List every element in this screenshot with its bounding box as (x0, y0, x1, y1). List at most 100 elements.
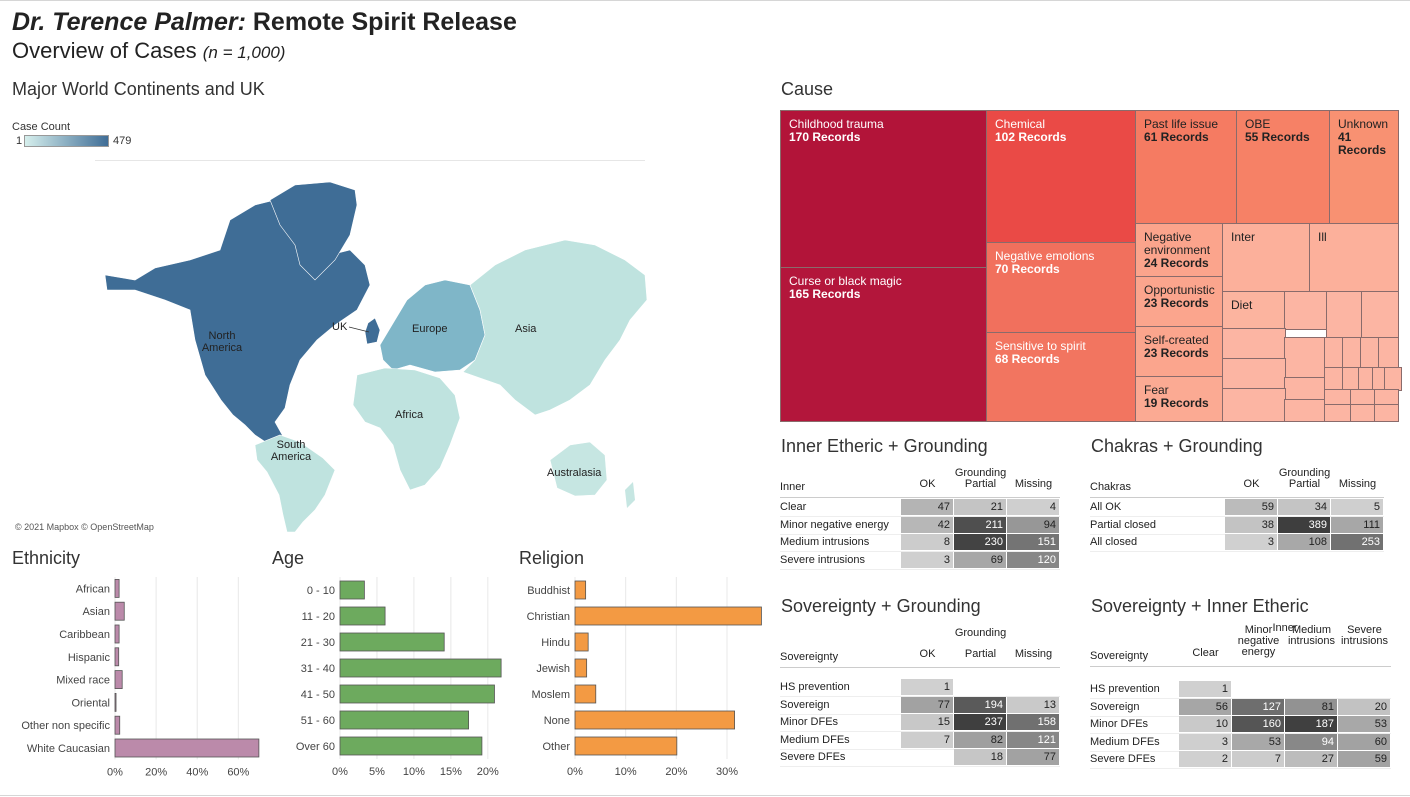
treemap-cell[interactable]: Unknown 41 Records (1329, 110, 1399, 225)
row-rule (1090, 768, 1391, 770)
column-header: Medium intrusions (1287, 624, 1336, 647)
treemap-cell[interactable]: Negative emotions 70 Records (986, 242, 1137, 334)
continent-australasia (549, 441, 608, 497)
treemap-cell[interactable] (1374, 389, 1399, 406)
table-cell: 111 (1331, 516, 1384, 534)
header-rule (1090, 497, 1384, 498)
bar (114, 624, 120, 644)
category-label: White Caucasian (27, 743, 110, 755)
treemap-cell[interactable]: Self-created 23 Records (1135, 326, 1224, 378)
treemap-cell[interactable]: Past life issue 61 Records (1135, 110, 1238, 225)
column-group-header: Grounding (1278, 467, 1331, 479)
religion-title: Religion (519, 548, 585, 568)
treemap-cell[interactable] (1284, 377, 1326, 401)
x-tick-label: 5% (369, 766, 385, 778)
table-cell: 253 (1331, 534, 1384, 552)
column-header: Partial (964, 648, 997, 660)
continent-greenland (269, 181, 358, 281)
treemap-cell[interactable] (1350, 404, 1376, 422)
x-tick-label: 40% (186, 766, 208, 778)
table-cell: 3 (901, 551, 954, 569)
x-tick-label: 0% (332, 766, 348, 778)
treemap-cell[interactable] (1358, 367, 1376, 391)
treemap-cell[interactable]: Curse or black magic 165 Records (780, 267, 988, 422)
treemap-cell[interactable] (1360, 337, 1380, 369)
column-header: Partial (964, 478, 997, 490)
treemap-cell[interactable] (1222, 358, 1286, 390)
label-north-america-2: America (202, 342, 243, 354)
bar (574, 580, 587, 600)
treemap-cell[interactable] (1222, 388, 1286, 422)
treemap-cell[interactable] (1284, 337, 1326, 379)
cause-treemap: Childhood trauma 170 Records Curse or bla… (780, 110, 1402, 422)
treemap-cell[interactable]: OBE 55 Records (1236, 110, 1331, 225)
column-group-header: Inner (1272, 622, 1298, 634)
treemap-cell[interactable] (1324, 367, 1344, 391)
bar (114, 693, 117, 712)
x-tick-label: 20% (665, 766, 687, 778)
table-cell: 60 (1338, 733, 1391, 751)
treemap-cell[interactable]: Ill (1309, 223, 1399, 293)
label-south-america-2: America (271, 451, 312, 463)
treemap-cell[interactable] (1324, 404, 1352, 422)
row-header: Sovereignty (780, 651, 839, 663)
title-rest: Remote Spirit Release (245, 8, 517, 36)
treemap-cell[interactable] (1384, 367, 1402, 391)
table-cell: 34 (1278, 499, 1331, 516)
row-rule (780, 731, 1060, 733)
treemap-cell[interactable] (1342, 337, 1362, 369)
treemap-cell[interactable]: Diet (1222, 291, 1286, 330)
table-cell (901, 749, 954, 766)
category-label: Caribbean (59, 629, 110, 641)
treemap-cell[interactable] (1378, 337, 1399, 369)
treemap-cell[interactable] (1284, 399, 1326, 422)
treemap-cell[interactable] (1324, 389, 1352, 406)
x-tick-label: 0% (567, 766, 583, 778)
row-label: Clear (780, 501, 807, 513)
table-cell: 187 (1285, 716, 1338, 734)
treemap-cell[interactable]: Fear 19 Records (1135, 376, 1224, 422)
world-map[interactable]: North America South America UK Europe As… (95, 160, 655, 535)
row-label: HS prevention (780, 681, 850, 693)
bar (114, 601, 125, 621)
treemap-cell[interactable] (1326, 291, 1363, 339)
bar (339, 710, 470, 730)
category-label: Hindu (541, 637, 570, 649)
bar (339, 632, 445, 652)
treemap-cell[interactable] (1350, 389, 1376, 406)
table-cell: 3 (1179, 733, 1232, 751)
treemap-cell[interactable]: Chemical 102 Records (986, 110, 1137, 244)
treemap-cell[interactable] (1374, 404, 1399, 422)
table-cell (1285, 681, 1338, 698)
table-cell: 53 (1232, 733, 1285, 751)
treemap-cell[interactable] (1222, 328, 1286, 360)
treemap-cell[interactable] (1342, 367, 1360, 391)
header-rule (1090, 666, 1391, 667)
row-label: HS prevention (1090, 683, 1160, 695)
treemap-cell[interactable]: Negative environment 24 Records (1135, 223, 1224, 278)
column-header: Missing (1014, 648, 1053, 660)
column-group-header: Grounding (954, 627, 1007, 639)
row-rule (780, 568, 1060, 570)
table-cell: 82 (954, 731, 1007, 749)
legend-max: 479 (113, 135, 132, 147)
treemap-cell[interactable] (1361, 291, 1399, 339)
treemap-cell[interactable]: Opportunistic 23 Records (1135, 276, 1224, 328)
dashboard-subtitle: Overview of Cases (n = 1,000) (12, 38, 285, 64)
bar (339, 658, 502, 678)
treemap-cell[interactable] (1324, 337, 1344, 369)
treemap-cell[interactable]: Sensitive to spirit 68 Records (986, 332, 1137, 422)
inner-grounding-title: Inner Etheric + Grounding (781, 436, 988, 456)
row-rule (1090, 698, 1391, 699)
inner-grounding-table: Grounding Inner OK Partial Missing Clear 47 21 4… (780, 463, 1062, 573)
treemap-cell[interactable] (1284, 291, 1328, 330)
treemap-cell[interactable]: Inter (1222, 223, 1311, 293)
table-cell: 20 (1338, 698, 1391, 716)
table-cell: 15 (901, 714, 954, 732)
treemap-cell[interactable]: Childhood trauma 170 Records (780, 110, 988, 269)
table-cell: 230 (954, 534, 1007, 552)
table-cell: 94 (1285, 733, 1338, 751)
category-label: Over 60 (296, 741, 335, 753)
label-australasia: Australasia (547, 467, 602, 479)
bar (574, 606, 762, 626)
